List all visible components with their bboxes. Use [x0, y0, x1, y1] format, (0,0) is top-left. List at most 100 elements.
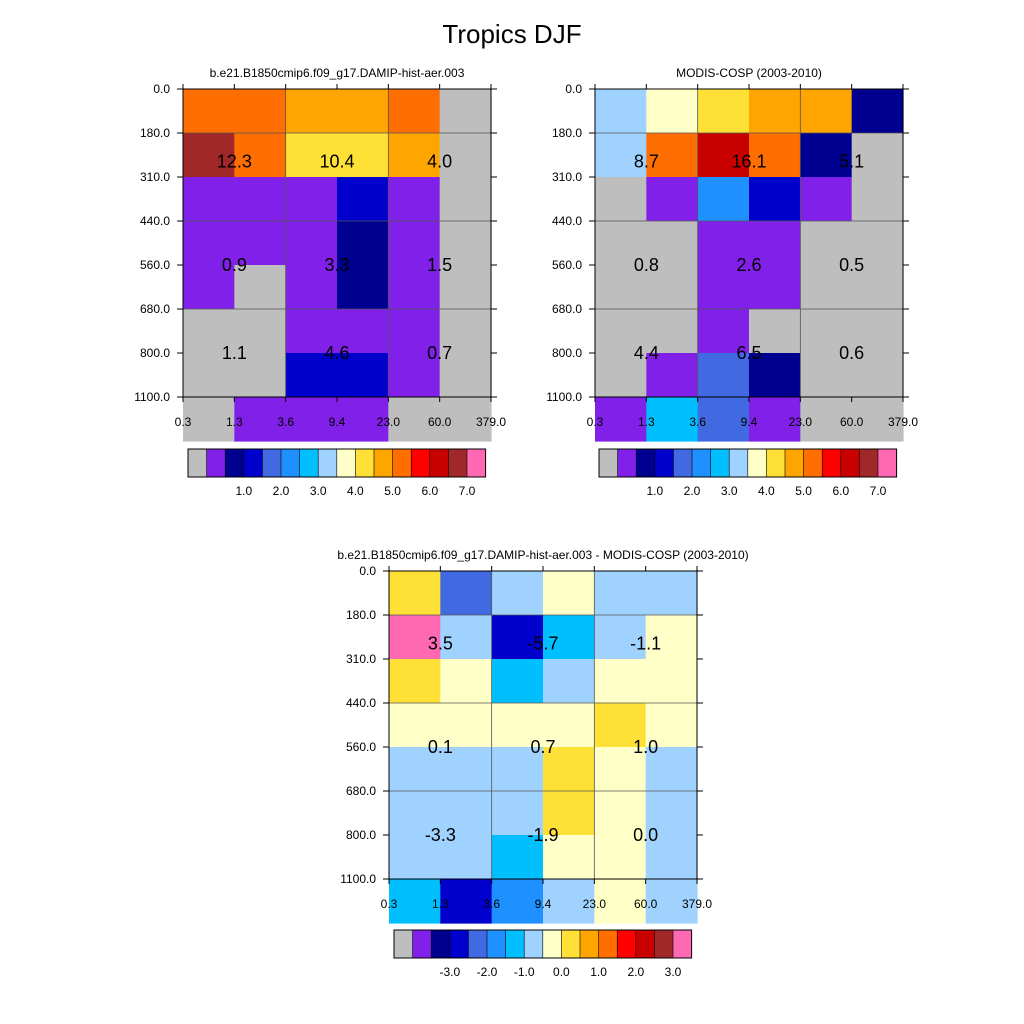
heatmap-cell — [800, 133, 853, 178]
colorbar-swatch — [673, 449, 693, 477]
heatmap-cell — [749, 309, 801, 354]
box-total-label: 0.0 — [633, 825, 658, 845]
heatmap-cell — [749, 89, 801, 134]
heatmap-cell — [595, 221, 647, 266]
colorbar-swatch — [636, 449, 656, 477]
heatmap-cell — [749, 133, 801, 178]
heatmap-cell — [440, 791, 493, 836]
box-total-label: 8.7 — [634, 152, 659, 172]
heatmap-cell — [337, 177, 389, 222]
colorbar-swatch — [859, 449, 879, 477]
colorbar-swatch — [580, 930, 599, 958]
x-tick-label: 379.0 — [888, 415, 918, 429]
x-tick-label: 3.6 — [483, 897, 500, 911]
heatmap-cell — [543, 571, 595, 616]
colorbar-swatch — [412, 930, 432, 958]
heatmap-cell — [183, 397, 235, 442]
y-tick-label: 0.0 — [153, 82, 170, 96]
box-total-label: 6.5 — [736, 343, 761, 363]
heatmap-cell — [594, 703, 647, 748]
heatmap-cell — [645, 571, 698, 616]
heatmap-cell — [595, 397, 647, 442]
heatmap-cell — [697, 133, 750, 178]
colorbar-swatch — [243, 449, 263, 477]
heatmap-cell — [646, 133, 699, 178]
x-tick-label: 3.6 — [277, 415, 294, 429]
heatmap-cell — [697, 309, 750, 354]
heatmap-cell — [285, 133, 338, 178]
heatmap-cell — [439, 353, 492, 398]
x-tick-label: 0.3 — [175, 415, 192, 429]
heatmap-cell — [491, 747, 544, 792]
heatmap-cell — [800, 221, 853, 266]
colorbar-label: 1.0 — [235, 484, 252, 498]
box-total-label: 16.1 — [731, 152, 766, 172]
x-tick-label: 9.4 — [741, 415, 758, 429]
heatmap-cell — [594, 791, 647, 836]
colorbar-swatch — [598, 930, 618, 958]
panel-observations: MODIS-COSP (2003-2010) 0.3 1.3 3.6 9.4 23.0 60… — [546, 66, 918, 498]
heatmap-cell — [543, 835, 595, 880]
heatmap-cell — [388, 89, 441, 134]
heatmap-cell — [388, 309, 441, 354]
heatmap-cell — [749, 397, 801, 442]
colorbar-label: -1.0 — [514, 965, 535, 979]
box-total-label: 3.5 — [428, 634, 453, 654]
y-tick-label: 680.0 — [346, 784, 376, 798]
heatmap-cell — [491, 659, 544, 704]
colorbar-label: 2.0 — [684, 484, 701, 498]
heatmap-cell — [183, 265, 235, 310]
heatmap-cell — [646, 353, 699, 398]
heatmap-cell — [851, 133, 904, 178]
colorbar-swatch — [448, 449, 468, 477]
colorbar-swatch — [468, 930, 488, 958]
heatmap-cell — [440, 615, 493, 660]
heatmap-cell — [645, 615, 698, 660]
colorbar-swatch — [599, 449, 618, 477]
box-total-label: 2.6 — [736, 255, 761, 275]
heatmap-cell — [749, 353, 801, 398]
panel-difference: b.e21.B1850cmip6.f09_g17.DAMIP-hist-aer.… — [337, 548, 748, 979]
heatmap-cell — [646, 221, 699, 266]
box-total-label: 4.0 — [427, 152, 452, 172]
colorbar-label: 0.0 — [553, 965, 570, 979]
heatmap-cell — [851, 309, 904, 354]
heatmap-cell — [439, 89, 492, 134]
heatmap-cell — [389, 879, 441, 924]
x-tick-label: 9.4 — [329, 415, 346, 429]
box-total-label: 1.5 — [427, 255, 452, 275]
colorbar-label: 4.0 — [347, 484, 364, 498]
heatmap-cell — [389, 659, 441, 704]
box-total-label: 3.3 — [324, 255, 349, 275]
y-tick-label: 0.0 — [359, 564, 376, 578]
heatmap-cell — [800, 309, 853, 354]
x-tick-label: 1.3 — [638, 415, 655, 429]
heatmap-cell — [439, 221, 492, 266]
panel-title: b.e21.B1850cmip6.f09_g17.DAMIP-hist-aer.… — [337, 548, 748, 562]
heatmap-cell — [285, 221, 338, 266]
y-tick-label: 800.0 — [346, 828, 376, 842]
heatmap-cell — [800, 89, 853, 134]
heatmap-cell — [388, 221, 441, 266]
heatmap-cell — [285, 353, 338, 398]
heatmap-cell — [337, 265, 389, 310]
colorbar-swatch — [729, 449, 749, 477]
y-tick-label: 1100.0 — [340, 872, 376, 886]
heatmap-cell — [543, 791, 595, 836]
heatmap-cell — [234, 397, 287, 442]
box-total-label: 1.1 — [222, 343, 247, 363]
colorbar-swatch — [394, 930, 413, 958]
heatmap-cell — [594, 879, 647, 924]
heatmap-cell — [389, 615, 441, 660]
colorbar-swatch — [449, 930, 469, 958]
colorbar-swatch — [487, 930, 506, 958]
colorbar-swatch — [617, 930, 637, 958]
heatmap-cell — [439, 397, 492, 442]
colorbar-label: 6.0 — [832, 484, 849, 498]
colorbar-swatch — [188, 449, 207, 477]
heatmap-cell — [595, 89, 647, 134]
colorbar-swatch — [803, 449, 823, 477]
colorbar-label: 6.0 — [421, 484, 438, 498]
box-total-label: -1.9 — [527, 825, 558, 845]
y-tick-label: 1100.0 — [546, 390, 582, 404]
